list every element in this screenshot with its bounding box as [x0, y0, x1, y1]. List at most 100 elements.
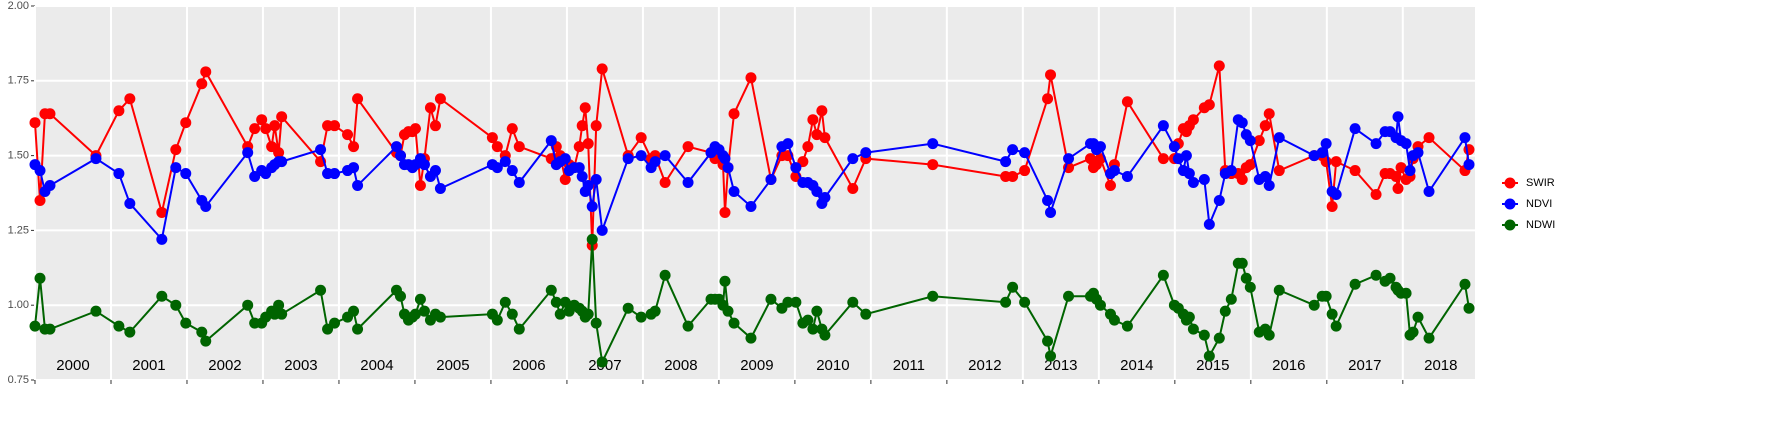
data-point [635, 311, 647, 323]
data-point [429, 165, 441, 177]
data-point [506, 165, 518, 177]
data-point [1392, 183, 1404, 195]
data-point [1320, 290, 1332, 302]
data-point [1412, 311, 1424, 323]
data-point [395, 150, 407, 162]
data-point [847, 296, 859, 308]
data-point [196, 78, 208, 90]
data-point [242, 299, 254, 311]
data-point [782, 138, 794, 150]
data-point [1094, 299, 1106, 311]
data-point [1042, 335, 1054, 347]
data-point [807, 114, 819, 126]
data-point [1349, 165, 1361, 177]
data-point [1320, 138, 1332, 150]
data-point [1121, 320, 1133, 332]
data-point [90, 153, 102, 165]
x-tick-label: 2014 [1120, 357, 1153, 374]
data-point [790, 162, 802, 174]
data-point [1183, 311, 1195, 323]
data-point [342, 129, 354, 141]
data-point [200, 200, 212, 212]
data-point [424, 102, 436, 114]
x-tick-label: 2003 [284, 357, 317, 374]
x-tick-label: 2013 [1044, 357, 1077, 374]
data-point [559, 153, 571, 165]
data-point [418, 159, 430, 171]
data-point [1349, 278, 1361, 290]
data-point [1400, 138, 1412, 150]
data-point [256, 114, 268, 126]
data-point [414, 180, 426, 192]
data-point [260, 123, 272, 135]
data-point [1203, 350, 1215, 362]
data-point [1263, 329, 1275, 341]
data-point [1370, 188, 1382, 200]
data-point [545, 284, 557, 296]
data-point [819, 329, 831, 341]
data-point [1395, 162, 1407, 174]
data-point [745, 200, 757, 212]
x-tick-label: 2017 [1348, 357, 1381, 374]
data-point [1225, 293, 1237, 305]
data-point [113, 105, 125, 117]
data-point [573, 162, 585, 174]
data-point [1259, 171, 1271, 183]
data-point [513, 323, 525, 335]
data-point [1349, 123, 1361, 135]
data-point [1007, 144, 1019, 156]
data-point [1007, 171, 1019, 183]
data-point [765, 174, 777, 186]
data-point [582, 180, 594, 192]
data-point [659, 269, 671, 281]
data-point [682, 141, 694, 153]
data-point [554, 308, 566, 320]
data-point [659, 177, 671, 189]
data-point [434, 183, 446, 195]
data-point [499, 296, 511, 308]
data-point [635, 132, 647, 144]
data-point [156, 206, 168, 218]
data-point [559, 174, 571, 186]
data-point [196, 326, 208, 338]
data-point [1463, 159, 1475, 171]
data-point [1326, 200, 1338, 212]
data-point [1063, 153, 1075, 165]
data-point [1019, 147, 1031, 159]
data-point [1392, 111, 1404, 123]
data-point [276, 111, 288, 123]
data-point [590, 120, 602, 132]
data-point [1019, 165, 1031, 177]
x-tick-label: 2018 [1424, 357, 1457, 374]
data-point [1407, 326, 1419, 338]
data-point [1459, 278, 1471, 290]
data-point [1330, 188, 1342, 200]
data-point [1326, 308, 1338, 320]
data-point [180, 168, 192, 180]
x-tick-label: 2015 [1196, 357, 1229, 374]
data-point [34, 194, 46, 206]
data-point [622, 302, 634, 314]
data-point [409, 308, 421, 320]
data-point [1273, 284, 1285, 296]
data-point [1183, 168, 1195, 180]
legend-key [1504, 219, 1516, 231]
data-point [276, 156, 288, 168]
data-point [1370, 269, 1382, 281]
data-point [1316, 147, 1328, 159]
data-point [1273, 132, 1285, 144]
data-point [635, 150, 647, 162]
data-point [34, 165, 46, 177]
data-point [596, 63, 608, 75]
data-point [249, 123, 261, 135]
y-tick-label: 2.00 [8, 0, 29, 12]
data-point [1198, 329, 1210, 341]
data-point [1168, 141, 1180, 153]
data-point [29, 117, 41, 129]
data-point [34, 272, 46, 284]
data-point [586, 233, 598, 245]
data-point [1157, 269, 1169, 281]
data-point [545, 135, 557, 147]
data-point [513, 141, 525, 153]
